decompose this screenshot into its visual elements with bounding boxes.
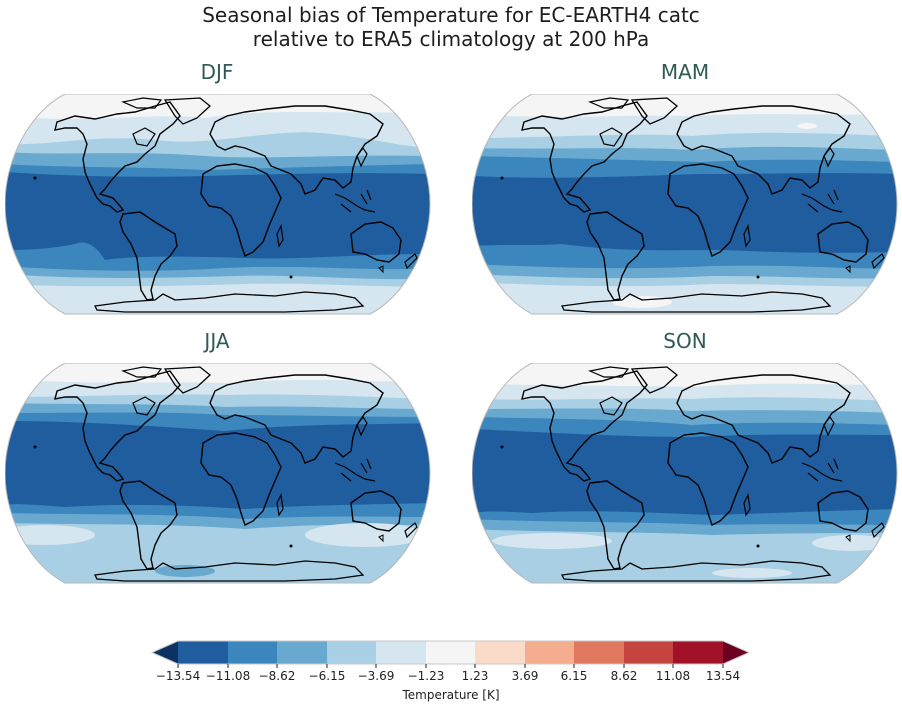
colorbar-tick-label: −3.69 bbox=[357, 669, 395, 683]
colorbar-tick-label: −13.54 bbox=[155, 669, 201, 683]
figure-title-line-1: Seasonal bias of Temperature for EC-EART… bbox=[202, 3, 700, 27]
colorbar-tick-label: 13.54 bbox=[705, 669, 741, 683]
colorbar-tick-label: −6.15 bbox=[308, 669, 346, 683]
panel-title-mam: MAM bbox=[660, 60, 710, 84]
colorbar-tick-label: 11.08 bbox=[655, 669, 691, 683]
colorbar-tick-label: 6.15 bbox=[560, 669, 588, 683]
colorbar-tick-label: −11.08 bbox=[205, 669, 251, 683]
colorbar-under-arrow bbox=[152, 641, 178, 664]
colorbar-tick-label: 1.23 bbox=[461, 669, 489, 683]
figure-title-line-2: relative to ERA5 climatology at 200 hPa bbox=[252, 27, 650, 51]
colorbar-label: Temperature [K] bbox=[402, 688, 500, 702]
map-mam bbox=[472, 94, 898, 315]
panel-title-son: SON bbox=[663, 329, 707, 353]
colorbar-tick-label: 8.62 bbox=[610, 669, 638, 683]
colorbar-over-arrow bbox=[723, 641, 749, 664]
map-son bbox=[472, 363, 898, 584]
panel-title-jja: JJA bbox=[204, 329, 230, 353]
panel-title-djf: DJF bbox=[200, 60, 234, 84]
map-jja bbox=[5, 363, 431, 584]
colorbar-tick-label: 3.69 bbox=[511, 669, 539, 683]
colorbar-tick-label: −8.62 bbox=[258, 669, 296, 683]
colorbar-tick-label: −1.23 bbox=[407, 669, 445, 683]
map-djf bbox=[5, 94, 431, 315]
